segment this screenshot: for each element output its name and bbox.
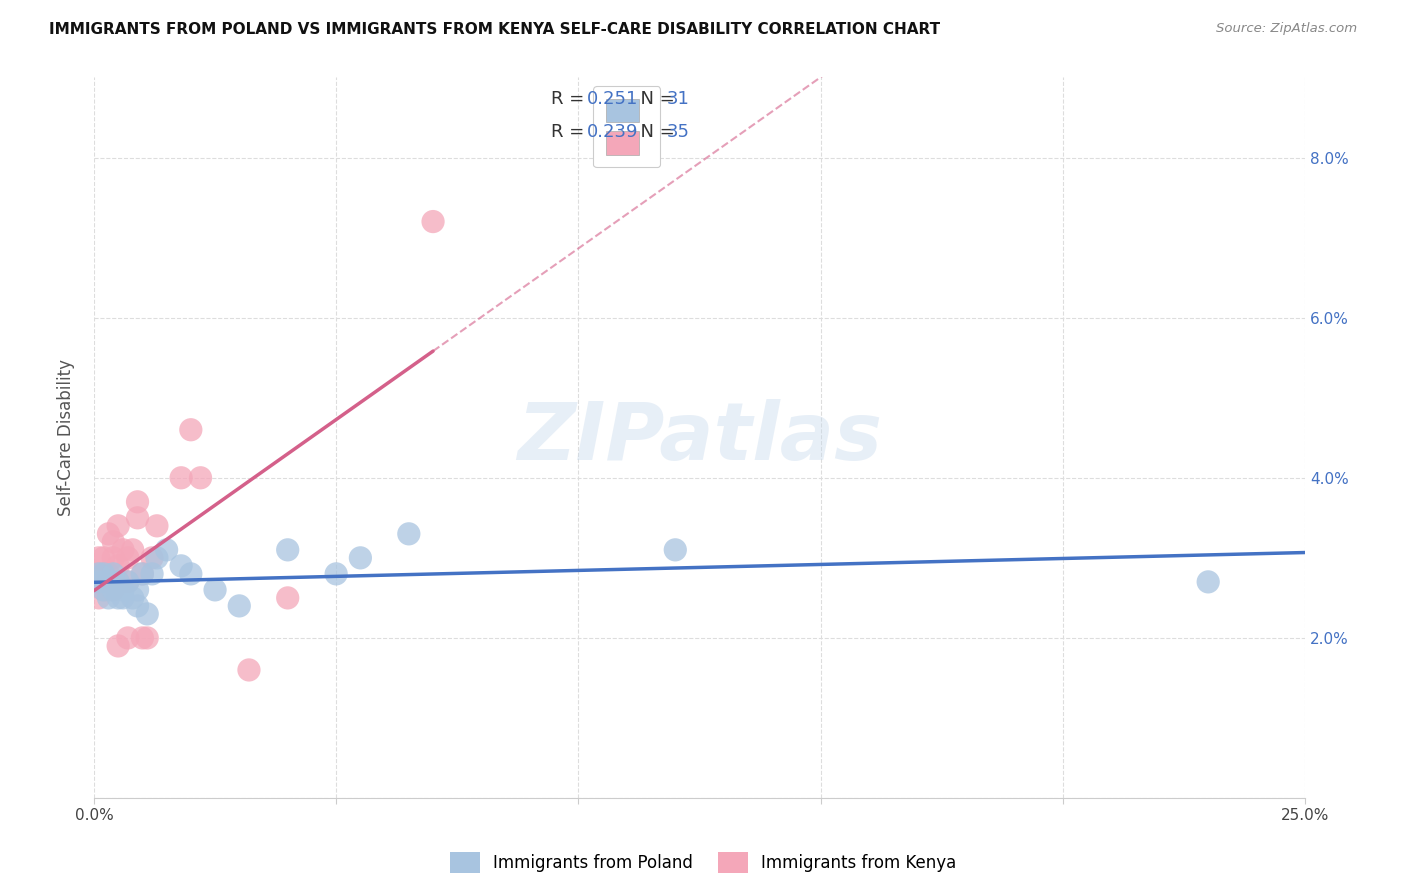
Point [97, 574, 120, 589]
Point [93, 550, 115, 565]
Point [111, 591, 134, 605]
Point [141, 566, 163, 581]
Point [1197, 574, 1219, 589]
Point [93, 582, 115, 597]
Point [136, 607, 159, 621]
Point [349, 550, 371, 565]
Text: IMMIGRANTS FROM POLAND VS IMMIGRANTS FROM KENYA SELF-CARE DISABILITY CORRELATION: IMMIGRANTS FROM POLAND VS IMMIGRANTS FRO… [49, 22, 941, 37]
Point [107, 639, 129, 653]
Legend: , : , [593, 87, 661, 167]
Point [325, 566, 347, 581]
Point [127, 582, 149, 597]
Point [107, 558, 129, 573]
Point [93, 566, 115, 581]
Point [146, 550, 169, 565]
Point [121, 542, 143, 557]
Text: ZIPatlas: ZIPatlas [517, 399, 882, 476]
Point [131, 566, 153, 581]
Text: N =: N = [630, 123, 681, 141]
Point [136, 631, 159, 645]
Point [664, 542, 686, 557]
Point [111, 542, 134, 557]
Point [121, 591, 143, 605]
Point [131, 631, 153, 645]
Point [131, 566, 153, 581]
Text: 0.239: 0.239 [586, 123, 638, 141]
Text: Source: ZipAtlas.com: Source: ZipAtlas.com [1216, 22, 1357, 36]
Point [87, 591, 110, 605]
Point [277, 542, 299, 557]
Point [87, 574, 110, 589]
Point [127, 511, 149, 525]
Point [97, 566, 120, 581]
Point [180, 423, 202, 437]
Text: R =: R = [551, 123, 589, 141]
Point [127, 599, 149, 613]
Point [97, 574, 120, 589]
Point [97, 591, 120, 605]
Y-axis label: Self-Care Disability: Self-Care Disability [58, 359, 75, 516]
Point [93, 582, 115, 597]
Point [422, 214, 444, 228]
Point [180, 566, 202, 581]
Point [97, 526, 120, 541]
Point [228, 599, 250, 613]
Text: 35: 35 [666, 123, 690, 141]
Legend: Immigrants from Poland, Immigrants from Kenya: Immigrants from Poland, Immigrants from … [443, 846, 963, 880]
Point [107, 591, 129, 605]
Point [238, 663, 260, 677]
Point [190, 471, 212, 485]
Point [117, 574, 139, 589]
Point [107, 518, 129, 533]
Point [155, 542, 177, 557]
Point [103, 550, 125, 565]
Point [117, 574, 139, 589]
Point [107, 574, 129, 589]
Point [277, 591, 299, 605]
Point [127, 495, 149, 509]
Point [103, 582, 125, 597]
Point [107, 574, 129, 589]
Point [117, 550, 139, 565]
Point [87, 574, 110, 589]
Point [111, 582, 134, 597]
Point [398, 526, 420, 541]
Text: 31: 31 [666, 90, 690, 108]
Point [117, 631, 139, 645]
Point [141, 550, 163, 565]
Point [103, 534, 125, 549]
Text: 0.251: 0.251 [586, 90, 638, 108]
Point [146, 518, 169, 533]
Point [93, 566, 115, 581]
Point [103, 582, 125, 597]
Point [87, 566, 110, 581]
Point [170, 471, 193, 485]
Text: N =: N = [630, 90, 681, 108]
Point [103, 566, 125, 581]
Point [87, 566, 110, 581]
Point [204, 582, 226, 597]
Point [170, 558, 193, 573]
Point [87, 550, 110, 565]
Text: R =: R = [551, 90, 589, 108]
